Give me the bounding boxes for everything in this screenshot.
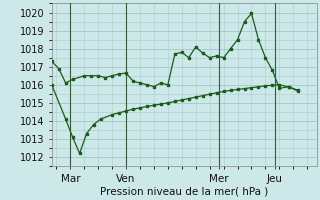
X-axis label: Pression niveau de la mer( hPa ): Pression niveau de la mer( hPa ) — [100, 187, 268, 197]
